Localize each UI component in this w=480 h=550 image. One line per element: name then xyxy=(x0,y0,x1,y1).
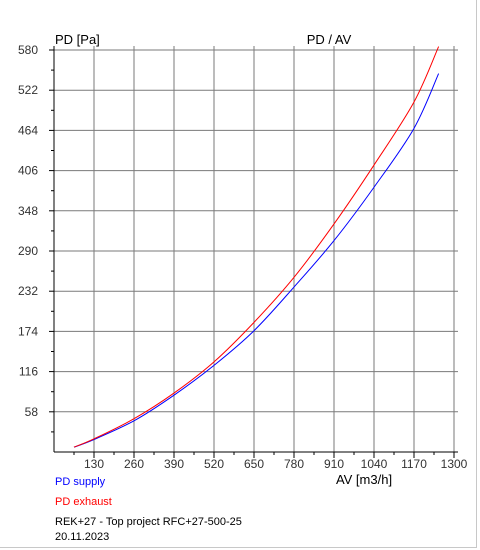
x-tick-label: 1040 xyxy=(361,457,388,471)
x-tick-label: 390 xyxy=(164,457,184,471)
x-axis-label: AV [m3/h] xyxy=(336,472,392,487)
y-tick-label: 232 xyxy=(18,284,38,298)
y-tick-label: 116 xyxy=(19,365,38,379)
axes xyxy=(53,46,458,453)
legend-exhaust: PD exhaust xyxy=(55,496,112,508)
legend-supply: PD supply xyxy=(55,476,106,488)
x-tick-label: 780 xyxy=(284,457,304,471)
x-tick-label: 910 xyxy=(324,457,344,471)
y-tick-label: 290 xyxy=(18,244,38,258)
tick-labels: 130 260 390 520 650 780 910 1040 1170 1300 58 116 17… xyxy=(18,43,468,471)
x-tick-label: 650 xyxy=(244,457,264,471)
chart-title: PD / AV xyxy=(307,32,352,47)
footer-date: 20.11.2023 xyxy=(55,531,110,543)
series-line-pd-supply xyxy=(73,73,440,448)
x-tick-label: 260 xyxy=(124,457,144,471)
series-lines xyxy=(73,46,440,448)
y-axis-label: PD [Pa] xyxy=(55,32,100,47)
x-tick-label: 1170 xyxy=(401,457,427,471)
y-tick-label: 406 xyxy=(18,164,38,178)
x-tick-label: 520 xyxy=(204,457,224,471)
grid-lines xyxy=(54,46,458,452)
y-tick-label: 348 xyxy=(18,204,38,218)
y-tick-label: 464 xyxy=(18,123,38,137)
series-line-pd-exhaust xyxy=(73,46,440,448)
x-tick-label: 1300 xyxy=(441,457,468,471)
x-tick-label: 130 xyxy=(84,457,104,471)
y-tick-label: 522 xyxy=(18,83,38,97)
y-tick-label: 580 xyxy=(18,43,38,57)
footer-project: REK+27 - Top project RFC+27-500-25 xyxy=(55,516,242,528)
y-tick-label: 174 xyxy=(18,324,38,338)
tick-marks xyxy=(49,49,455,458)
y-tick-label: 58 xyxy=(25,405,39,419)
